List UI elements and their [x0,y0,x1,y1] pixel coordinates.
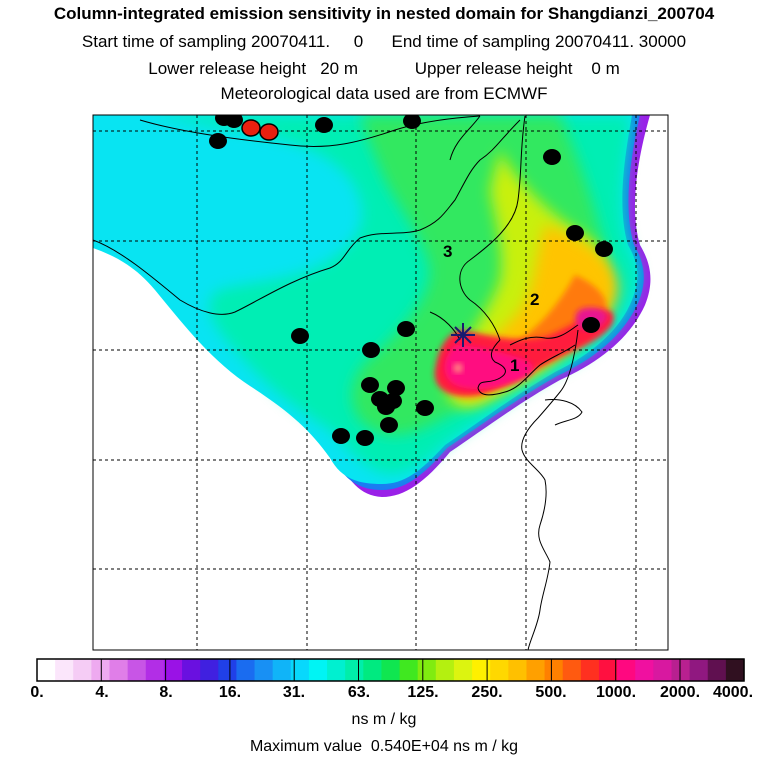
colorbar-frame [36,658,745,682]
station-marker [356,430,374,446]
sampling-times: Start time of sampling 20070411. 0 End t… [81,32,687,51]
colorbar-cell [617,659,636,681]
colorbar-cell [272,659,292,681]
station-marker [209,133,227,149]
station-marker-highlight [259,123,279,141]
colorbar-cell [55,659,74,681]
release-heights: Lower release height 20 m Upper release … [148,59,620,78]
colorbar-cell [653,659,673,681]
colorbar-cell [435,659,455,681]
colorbar-tick-label: 2000. [659,684,701,701]
region-label: 2 [530,290,539,309]
emission-sensitivity-map: 1 2 3 [92,114,669,651]
release-site-marker [451,323,475,347]
station-marker [387,380,405,396]
colorbar-cell [399,659,419,681]
station-marker [582,317,600,333]
colorbar-cell [145,659,165,681]
colorbar-cell [254,659,274,681]
monitoring-stations [209,115,613,446]
station-marker [595,241,613,257]
colorbar-cell [290,659,310,681]
colorbar-tick-label: 8. [159,684,173,701]
colorbar-tick-label: 125. [407,684,439,701]
region-label: 1 [510,356,519,375]
station-marker [315,117,333,133]
station-marker [291,328,309,344]
colorbar-cell [526,659,546,681]
station-marker [403,115,421,129]
colorbar-cell [472,659,491,681]
colorbar-cell [453,659,473,681]
colorbar-cell [91,659,111,681]
colorbar-tick-label: 0. [30,684,44,701]
colorbar-cell [689,659,709,681]
colorbar-tick-label: 500. [535,684,567,701]
map-title: Column-integrated emission sensitivity i… [53,4,715,23]
station-marker [361,377,379,393]
colorbar-tick-label: 1000. [595,684,637,701]
colorbar-cell [580,659,600,681]
sensitivity-field [93,115,651,497]
station-marker-highlight [241,119,261,137]
colorbar-cell [562,659,582,681]
station-marker [380,417,398,433]
colorbar-cell [127,659,147,681]
colorbar-units: ns m / kg [351,711,417,728]
colorbar-separators [100,659,681,681]
colorbar-cell [363,659,383,681]
colorbar-cell [218,659,238,681]
colorbar-cell [490,659,509,681]
colorbar-cell [37,659,56,681]
colorbar-cell [598,659,618,681]
colorbar-tick-label: 16. [218,684,242,701]
maximum-value: Maximum value 0.540E+04 ns m / kg [249,738,519,755]
colorbar-cell [508,659,528,681]
region-label: 3 [443,242,452,261]
station-marker [377,399,395,415]
colorbar-cell [671,659,691,681]
station-marker [397,321,415,337]
colorbar-tick-label: 250. [471,684,503,701]
colorbar-cells [37,659,745,681]
colorbar-cell [345,659,364,681]
colorbar-cell [327,659,346,681]
colorbar-cell [544,659,564,681]
meteorology-source: Meteorological data used are from ECMWF [220,84,548,103]
colorbar-tick-label: 4000. [712,684,754,701]
colorbar-cell [635,659,654,681]
colorbar-cell [381,659,401,681]
station-marker [225,115,243,128]
colorbar-cell [73,659,92,681]
colorbar-cell [308,659,328,681]
colorbar-cell [236,659,256,681]
map-frame [92,114,669,651]
coastline-and-borders [93,115,583,650]
colorbar-tick-label: 31. [282,684,306,701]
station-marker [332,428,350,444]
station-marker [416,400,434,416]
colorbar-cell [417,659,437,681]
station-marker [543,149,561,165]
colorbar [36,658,745,682]
colorbar-cell [163,659,183,681]
station-marker [566,225,584,241]
colorbar-tick-label: 63. [347,684,371,701]
lat-lon-grid [93,115,668,650]
colorbar-cell [707,659,727,681]
colorbar-tick-label: 4. [95,684,109,701]
station-marker [362,342,380,358]
colorbar-cell [182,659,201,681]
colorbar-cell [109,659,129,681]
colorbar-cell [725,659,745,681]
colorbar-cell [200,659,219,681]
